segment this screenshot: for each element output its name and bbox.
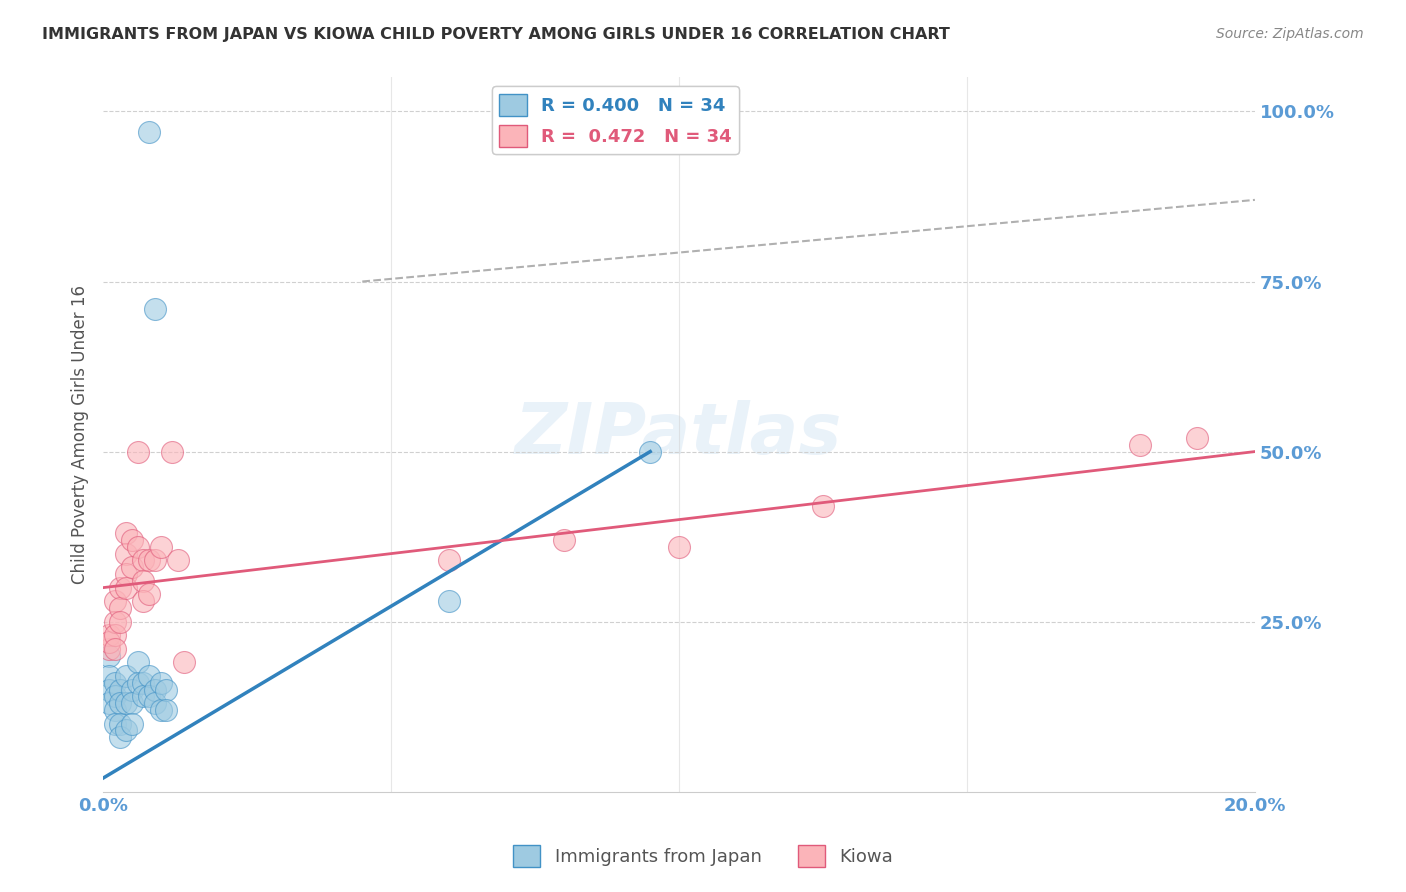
Point [115, 526, 138, 541]
Point [97, 682, 120, 697]
Text: Source: ZipAtlas.com: Source: ZipAtlas.com [1216, 27, 1364, 41]
Point [811, 499, 834, 513]
Point [115, 547, 138, 561]
Point [127, 656, 149, 670]
Point [127, 444, 149, 458]
Point [173, 656, 195, 670]
Point [149, 676, 172, 690]
Point [104, 628, 127, 642]
Point [132, 574, 155, 588]
Point [155, 682, 177, 697]
Point [1129, 438, 1152, 452]
Point [121, 682, 143, 697]
Point [132, 553, 155, 567]
Point [143, 301, 166, 316]
Point [143, 553, 166, 567]
Point [132, 676, 155, 690]
Legend: R = 0.400   N = 34, R =  0.472   N = 34: R = 0.400 N = 34, R = 0.472 N = 34 [492, 87, 738, 154]
Point [104, 615, 127, 629]
Point [104, 676, 127, 690]
Point [149, 540, 172, 554]
Point [110, 601, 132, 615]
Point [115, 669, 138, 683]
Text: ZIPatlas: ZIPatlas [516, 401, 842, 469]
Point [115, 567, 138, 582]
Y-axis label: Child Poverty Among Girls Under 16: Child Poverty Among Girls Under 16 [72, 285, 89, 584]
Point [110, 615, 132, 629]
Point [121, 560, 143, 574]
Point [104, 703, 127, 717]
Point [132, 594, 155, 608]
Point [138, 587, 160, 601]
Point [115, 723, 138, 738]
Point [97, 669, 120, 683]
Point [97, 628, 120, 642]
Point [115, 696, 138, 710]
Point [437, 553, 460, 567]
Point [167, 553, 190, 567]
Point [104, 716, 127, 731]
Legend: Immigrants from Japan, Kiowa: Immigrants from Japan, Kiowa [506, 838, 900, 874]
Point [110, 731, 132, 745]
Point [110, 581, 132, 595]
Point [155, 703, 177, 717]
Point [97, 641, 120, 656]
Point [110, 682, 132, 697]
Point [104, 690, 127, 704]
Point [127, 676, 149, 690]
Point [138, 669, 160, 683]
Point [162, 444, 184, 458]
Point [121, 533, 143, 547]
Point [121, 696, 143, 710]
Point [115, 581, 138, 595]
Point [143, 696, 166, 710]
Point [138, 125, 160, 139]
Point [104, 594, 127, 608]
Point [97, 648, 120, 663]
Text: IMMIGRANTS FROM JAPAN VS KIOWA CHILD POVERTY AMONG GIRLS UNDER 16 CORRELATION CH: IMMIGRANTS FROM JAPAN VS KIOWA CHILD POV… [42, 27, 950, 42]
Point [149, 703, 172, 717]
Point [127, 540, 149, 554]
Point [668, 540, 690, 554]
Point [138, 553, 160, 567]
Point [132, 690, 155, 704]
Point [121, 716, 143, 731]
Point [97, 696, 120, 710]
Point [143, 682, 166, 697]
Point [110, 716, 132, 731]
Point [97, 635, 120, 649]
Point [104, 641, 127, 656]
Point [1187, 431, 1209, 445]
Point [110, 696, 132, 710]
Point [437, 594, 460, 608]
Point [553, 533, 575, 547]
Point [138, 690, 160, 704]
Point [638, 444, 661, 458]
